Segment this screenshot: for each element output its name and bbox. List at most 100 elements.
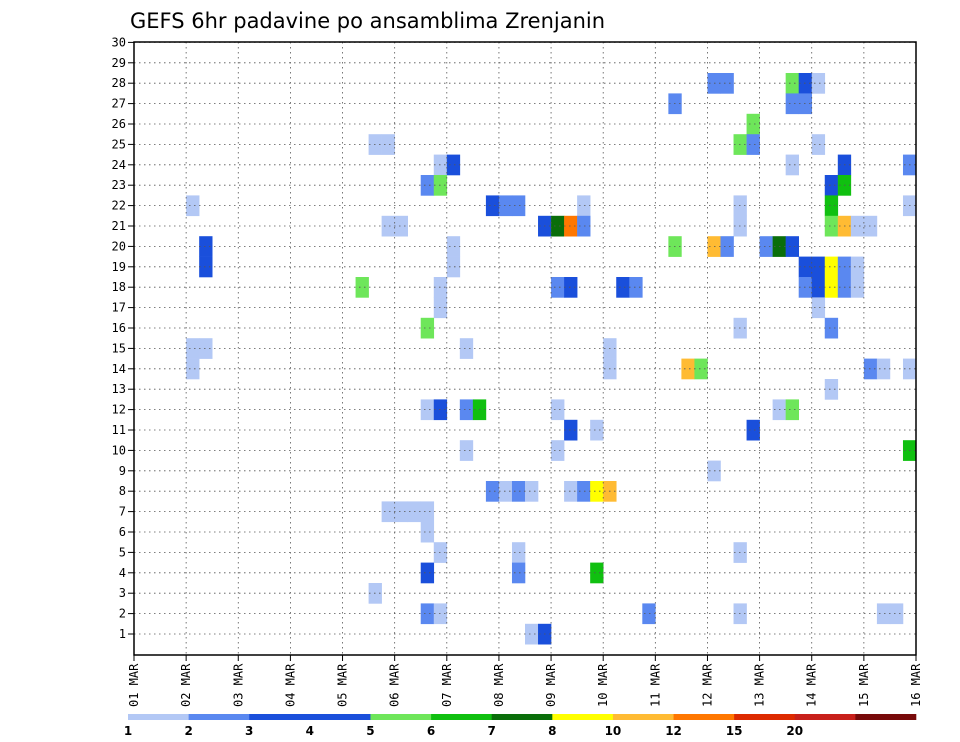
y-tick-label: 9 xyxy=(119,464,126,478)
y-tick-label: 19 xyxy=(112,260,126,274)
precip-cell xyxy=(876,603,891,625)
precip-cell xyxy=(850,215,865,237)
precip-cell xyxy=(551,399,565,421)
precip-cell xyxy=(824,277,839,298)
precip-cell xyxy=(186,338,200,359)
y-tick-label: 6 xyxy=(119,525,126,539)
x-tick-label: 04 MAR xyxy=(283,663,297,707)
y-tick-label: 18 xyxy=(112,280,126,294)
precip-cell xyxy=(564,277,578,298)
y-tick-label: 30 xyxy=(112,35,126,49)
colorbar-segment xyxy=(370,714,432,720)
colorbar-label: 2 xyxy=(184,724,192,738)
precip-cell xyxy=(525,481,539,502)
y-tick-label: 14 xyxy=(112,362,126,376)
precip-cell xyxy=(355,277,369,298)
colorbar-segment xyxy=(734,714,796,720)
x-tick-label: 10 MAR xyxy=(596,663,610,707)
precip-cell xyxy=(785,399,799,421)
precip-cell xyxy=(590,419,604,441)
precip-cell xyxy=(394,501,408,523)
y-tick-label: 26 xyxy=(112,117,126,131)
precip-cell xyxy=(420,399,435,421)
colorbar-label: 12 xyxy=(665,724,682,738)
precip-cell xyxy=(459,440,474,461)
y-tick-label: 5 xyxy=(119,545,126,559)
colorbar-label: 15 xyxy=(726,724,743,738)
precip-cell xyxy=(889,603,904,625)
x-tick-label: 06 MAR xyxy=(388,663,402,707)
precip-cell xyxy=(824,195,839,217)
y-tick-label: 25 xyxy=(112,137,126,151)
precip-cell xyxy=(420,501,435,523)
precip-cell xyxy=(785,73,799,94)
colorbar-label: 1 xyxy=(124,724,132,738)
y-tick-label: 2 xyxy=(119,607,126,621)
colorbar-segment xyxy=(128,714,189,720)
precip-cell xyxy=(485,481,500,502)
y-tick-label: 28 xyxy=(112,76,126,90)
x-axis: 01 MAR 02 MAR 03 MAR 04 MAR 05 MAR 06 MAR 07 M… xyxy=(127,655,923,707)
precip-cell xyxy=(485,195,500,217)
precip-cell xyxy=(420,521,435,543)
precip-cell xyxy=(850,256,865,278)
precip-cell xyxy=(876,358,891,380)
precip-cell xyxy=(850,277,865,298)
precip-cell xyxy=(785,93,799,115)
colorbar-segment xyxy=(855,714,917,720)
colorbar-segment xyxy=(612,714,674,720)
precip-cell xyxy=(811,256,826,278)
precip-cell xyxy=(459,399,474,421)
precip-cell xyxy=(420,175,435,196)
colorbar-label: 4 xyxy=(306,724,314,738)
y-tick-label: 29 xyxy=(112,56,126,70)
precip-cell xyxy=(381,134,395,155)
precip-cell xyxy=(199,338,213,359)
y-tick-label: 10 xyxy=(112,443,126,457)
y-tick-label: 11 xyxy=(112,423,126,437)
precip-cell xyxy=(446,154,461,176)
y-tick-label: 22 xyxy=(112,199,126,213)
precip-cell xyxy=(446,236,461,257)
precip-cell xyxy=(577,481,591,502)
precip-cell xyxy=(498,481,513,502)
precip-cell xyxy=(811,134,826,155)
colorbar-segment xyxy=(431,714,492,720)
colorbar-segment xyxy=(491,714,553,720)
x-tick-label: 08 MAR xyxy=(492,663,506,707)
precip-cell xyxy=(642,603,656,625)
y-tick-label: 4 xyxy=(119,566,126,580)
precip-cell xyxy=(511,481,526,502)
precip-cell xyxy=(498,195,513,217)
precip-cell xyxy=(694,358,708,380)
precip-cell xyxy=(577,215,591,237)
precip-cell xyxy=(564,419,578,441)
y-tick-label: 24 xyxy=(112,158,126,172)
precip-cell xyxy=(459,338,474,359)
precip-cell xyxy=(824,256,839,278)
precip-cell xyxy=(381,215,395,237)
precip-cell xyxy=(381,501,395,523)
precip-cell xyxy=(446,256,461,278)
x-tick-label: 12 MAR xyxy=(700,663,714,707)
x-tick-label: 09 MAR xyxy=(544,663,558,707)
precip-cell xyxy=(186,358,200,380)
precip-cell xyxy=(629,277,643,298)
colorbar-segment xyxy=(309,714,371,720)
y-tick-label: 20 xyxy=(112,239,126,253)
precip-cell xyxy=(394,215,408,237)
y-tick-label: 21 xyxy=(112,219,126,233)
colorbar-label: 6 xyxy=(427,724,435,738)
precip-cell xyxy=(746,113,760,135)
precip-cell xyxy=(811,297,826,319)
precip-cell xyxy=(824,379,839,400)
precip-cell xyxy=(720,236,734,257)
precip-cell xyxy=(551,215,565,237)
precip-cell xyxy=(525,623,539,645)
colorbar-label: 7 xyxy=(488,724,496,738)
colorbar-segment xyxy=(673,714,735,720)
precip-cell xyxy=(186,195,200,217)
colorbar-segment xyxy=(794,714,856,720)
y-tick-label: 3 xyxy=(119,586,126,600)
